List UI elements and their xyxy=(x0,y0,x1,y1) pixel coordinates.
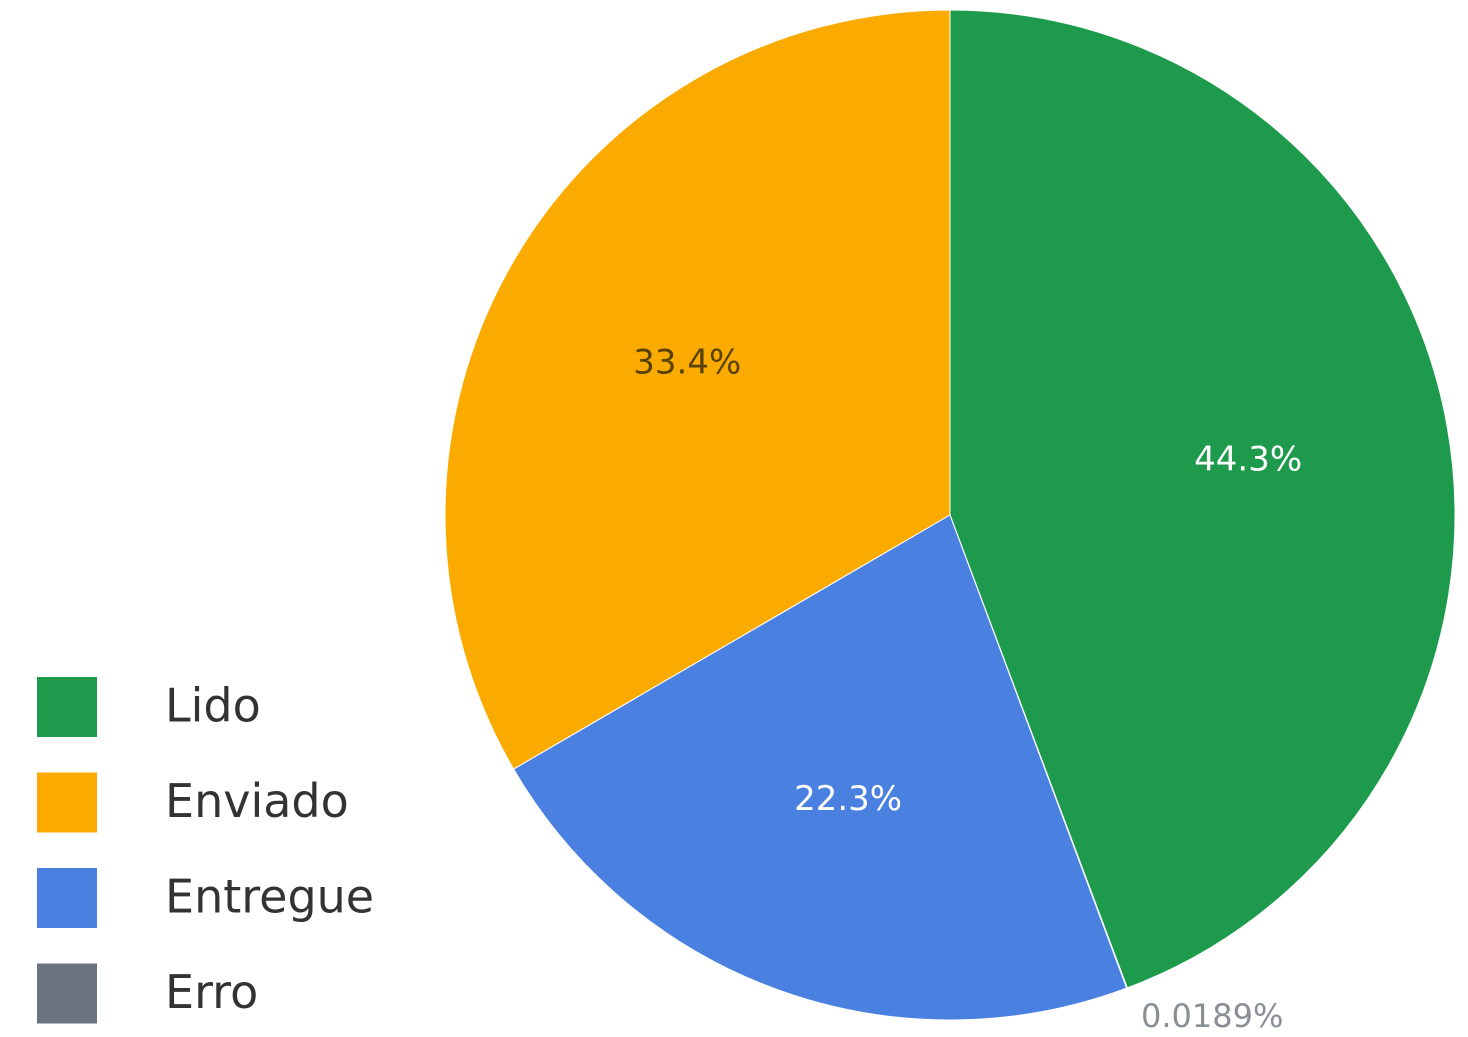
legend-label: Erro xyxy=(165,965,258,1019)
slice-label: 22.3% xyxy=(794,779,902,819)
pie-slice xyxy=(949,9,1456,989)
slice-label: 0.0189% xyxy=(1141,997,1283,1035)
pie-slice xyxy=(444,9,951,770)
legend-swatch xyxy=(37,772,97,833)
slice-label: 44.3% xyxy=(1194,439,1302,479)
slice-label: 33.4% xyxy=(633,342,741,382)
legend-swatch xyxy=(37,868,97,928)
pie-slice xyxy=(949,514,1128,989)
legend-label: Entregue xyxy=(165,870,374,924)
legend-label: Lido xyxy=(165,679,261,733)
legend-swatch xyxy=(37,677,97,737)
legend-swatch xyxy=(37,963,97,1024)
legend-label: Enviado xyxy=(165,774,349,828)
pie-slice xyxy=(512,514,1128,1021)
